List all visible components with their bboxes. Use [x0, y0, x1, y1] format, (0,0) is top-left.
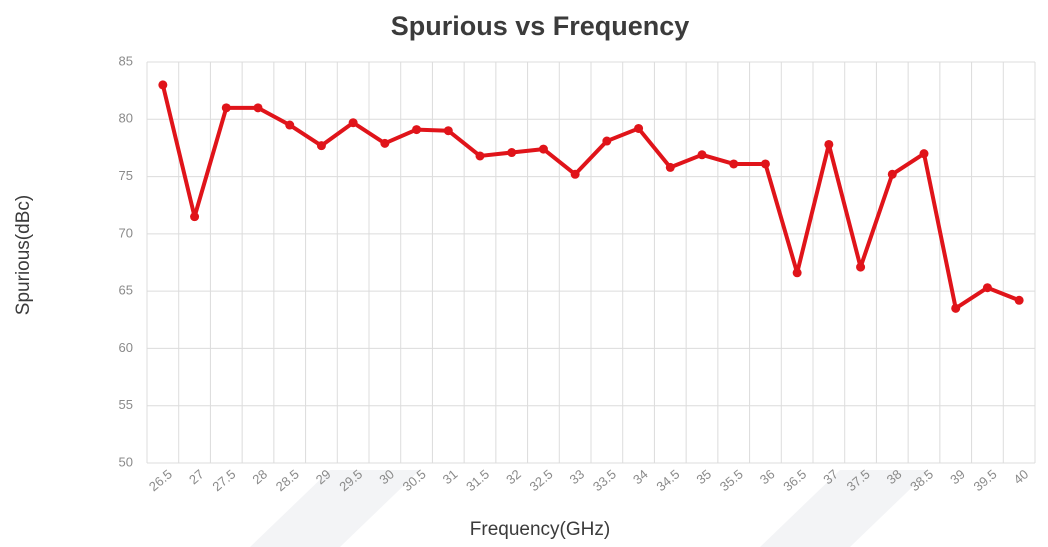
marker	[919, 149, 929, 159]
chart-title: Spurious vs Frequency	[391, 11, 690, 41]
x-tick-label: 40	[1011, 466, 1032, 487]
marker	[443, 126, 453, 136]
marker	[412, 125, 422, 135]
x-tick-label: 35.5	[717, 466, 746, 494]
marker	[538, 144, 548, 154]
y-axis-label: Spurious(dBc)	[13, 195, 34, 315]
y-tick-label: 80	[119, 111, 133, 126]
x-tick-label: 33	[567, 466, 588, 487]
x-tick-label: 36.5	[780, 466, 809, 494]
x-tick-label: 31.5	[463, 466, 492, 494]
marker	[285, 120, 295, 130]
marker	[951, 303, 961, 313]
marker	[982, 283, 992, 293]
marker	[1014, 295, 1024, 305]
x-tick-label: 31	[440, 466, 461, 487]
marker	[602, 136, 612, 146]
x-tick-label: 26.5	[146, 466, 175, 494]
marker	[856, 262, 866, 272]
marker	[348, 118, 358, 128]
marker	[760, 159, 770, 169]
x-axis-label: Frequency(GHz)	[470, 519, 610, 540]
x-tick-label: 35	[693, 466, 714, 487]
marker	[316, 141, 326, 151]
marker	[380, 138, 390, 148]
x-tick-label: 39	[947, 466, 968, 487]
marker	[475, 151, 485, 161]
marker	[253, 103, 263, 113]
marker	[824, 139, 834, 149]
y-tick-label: 85	[119, 53, 133, 68]
y-tick-label: 65	[119, 283, 133, 298]
marker	[792, 268, 802, 278]
marker	[158, 80, 168, 90]
decoration	[250, 470, 420, 547]
x-tick-label: 32.5	[527, 466, 556, 494]
x-tick-label: 34	[630, 466, 651, 487]
x-tick-label: 39.5	[971, 466, 1000, 494]
y-tick-label: 55	[119, 397, 133, 412]
x-tick-label: 34.5	[653, 466, 682, 494]
marker	[665, 162, 675, 172]
marker	[507, 148, 517, 158]
marker	[887, 169, 897, 179]
marker	[697, 150, 707, 160]
x-tick-label: 28.5	[273, 466, 302, 494]
x-tick-label: 36	[757, 466, 778, 487]
marker	[190, 212, 200, 222]
y-tick-label: 75	[119, 168, 133, 183]
y-tick-label: 60	[119, 340, 133, 355]
line	[160, 84, 1020, 311]
x-tick-label: 28	[249, 466, 270, 487]
x-tick-label: 32	[503, 466, 524, 487]
marker	[634, 123, 644, 133]
y-tick-label: 70	[119, 225, 133, 240]
marker	[570, 169, 580, 179]
y-tick-label: 50	[119, 454, 133, 469]
x-tick-label: 27.5	[209, 466, 238, 494]
x-tick-label: 27	[186, 466, 207, 487]
marker	[221, 103, 231, 113]
x-tick-label: 33.5	[590, 466, 619, 494]
decoration	[760, 470, 930, 547]
marker	[729, 159, 739, 169]
